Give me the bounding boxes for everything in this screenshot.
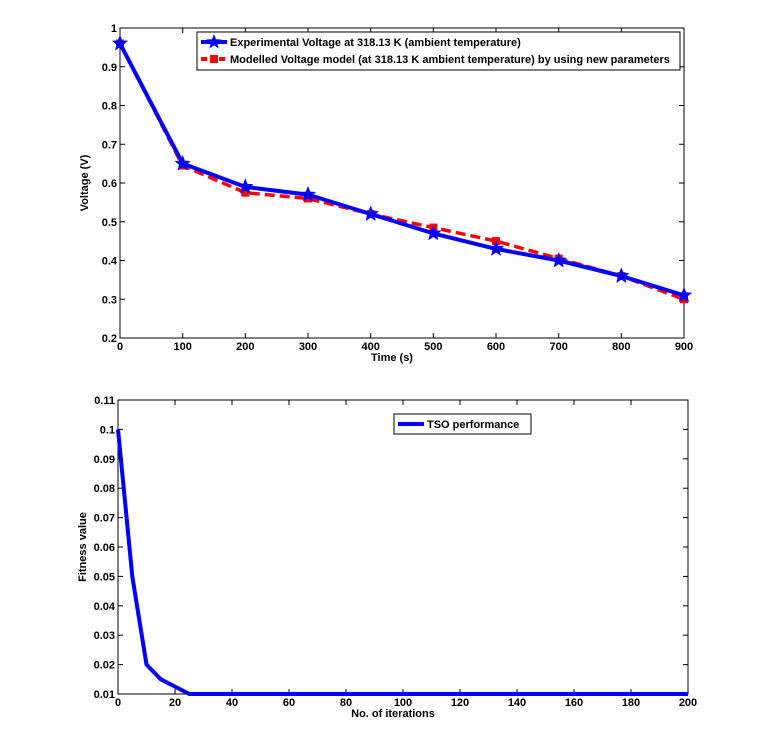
series-line-1	[116, 429, 688, 696]
x-tick-label: 100	[173, 341, 191, 353]
x-tick-label: 140	[508, 697, 526, 709]
x-tick-label: 900	[675, 341, 693, 353]
x-tick-label: 200	[236, 341, 254, 353]
plot-frame	[119, 27, 685, 339]
y-tick-label: 0.4	[102, 256, 118, 268]
y-tick-label: 0.8	[102, 101, 117, 113]
data-point-star	[237, 178, 254, 194]
x-tick-label: 20	[169, 697, 181, 709]
chart-2: 0 20 40 60 80 100 120 140 160 180 200 0.01 0.02 0.03 0…	[77, 395, 697, 720]
legend-label: Modelled Voltage model (at 318.13 K ambi…	[230, 54, 670, 66]
legend-label: TSO performance	[427, 419, 519, 431]
data-point-star	[550, 251, 567, 268]
y-tick-label: 0.05	[94, 571, 115, 583]
x-tick-label: 60	[283, 697, 295, 709]
data-point-star	[111, 34, 129, 51]
legend: TSO performance	[393, 413, 532, 435]
x-tick-label: 600	[487, 341, 505, 353]
y-tick-label: 0.2	[102, 333, 117, 345]
y-tick-label: 0.6	[102, 178, 117, 190]
legend-box	[393, 413, 532, 435]
x-tick-label: 0	[115, 697, 121, 709]
x-tick-label: 200	[679, 697, 697, 709]
data-point-square	[241, 188, 250, 197]
y-tick-label: 0.9	[102, 62, 117, 74]
x-tick-label: 300	[299, 341, 317, 353]
y-tick-label: 0.02	[94, 660, 115, 672]
legend-box	[196, 31, 681, 71]
x-tick-label: 80	[340, 697, 352, 709]
y-tick-label: 1	[111, 23, 117, 35]
y-tick-label: 0.06	[94, 542, 115, 554]
y-axis-label: Voltage (V)	[79, 154, 91, 211]
y-tick-label: 0.09	[94, 454, 115, 466]
data-point-square	[680, 295, 688, 304]
y-tick-label: 0.08	[94, 483, 115, 495]
data-point-star	[299, 185, 317, 202]
x-tick-label: 40	[226, 697, 238, 709]
data-point-star	[675, 286, 693, 303]
data-point-star	[174, 154, 191, 171]
y-axis-label: Fitness value	[77, 512, 89, 582]
legend: Experimental Voltage at 318.13 K (ambien…	[196, 31, 681, 71]
chart-1: 0 100 200 300 400 500 600 700 800 900 0.2 0.3 0.4 0.5…	[79, 23, 693, 364]
y-tick-label: 0.3	[102, 294, 117, 306]
y-tick-label: 0.7	[102, 139, 117, 151]
x-tick-label: 0	[117, 341, 123, 353]
x-tick-label: 500	[424, 341, 442, 353]
x-tick-label: 180	[622, 697, 640, 709]
y-tick-label: 0.1	[100, 424, 115, 436]
y-tick-label: 0.01	[94, 689, 115, 701]
data-point-star	[425, 224, 442, 241]
legend-swatch-marker	[206, 34, 222, 49]
legend-swatch-marker	[210, 55, 218, 63]
data-point-star	[613, 267, 630, 284]
y-tick-label: 0.04	[94, 601, 116, 613]
data-point-star	[362, 205, 379, 222]
y-tick-label: 0.5	[102, 217, 117, 229]
x-tick-label: 160	[565, 697, 583, 709]
x-axis-label: No. of iterations	[351, 708, 435, 720]
x-axis-label: Time (s)	[371, 352, 413, 364]
y-tick-label: 0.11	[94, 395, 115, 407]
series-line-1	[118, 42, 685, 298]
x-tick-label: 700	[549, 341, 567, 353]
x-tick-label: 400	[361, 341, 379, 353]
x-tick-label: 800	[612, 341, 630, 353]
data-point-square	[304, 194, 312, 203]
y-tick-label: 0.07	[94, 513, 115, 525]
plot-frame	[117, 399, 689, 695]
data-point-star	[487, 240, 505, 256]
y-tick-label: 0.03	[94, 630, 115, 642]
x-tick-label: 100	[394, 697, 412, 709]
legend-label: Experimental Voltage at 318.13 K (ambien…	[230, 37, 521, 49]
x-tick-label: 120	[451, 697, 469, 709]
